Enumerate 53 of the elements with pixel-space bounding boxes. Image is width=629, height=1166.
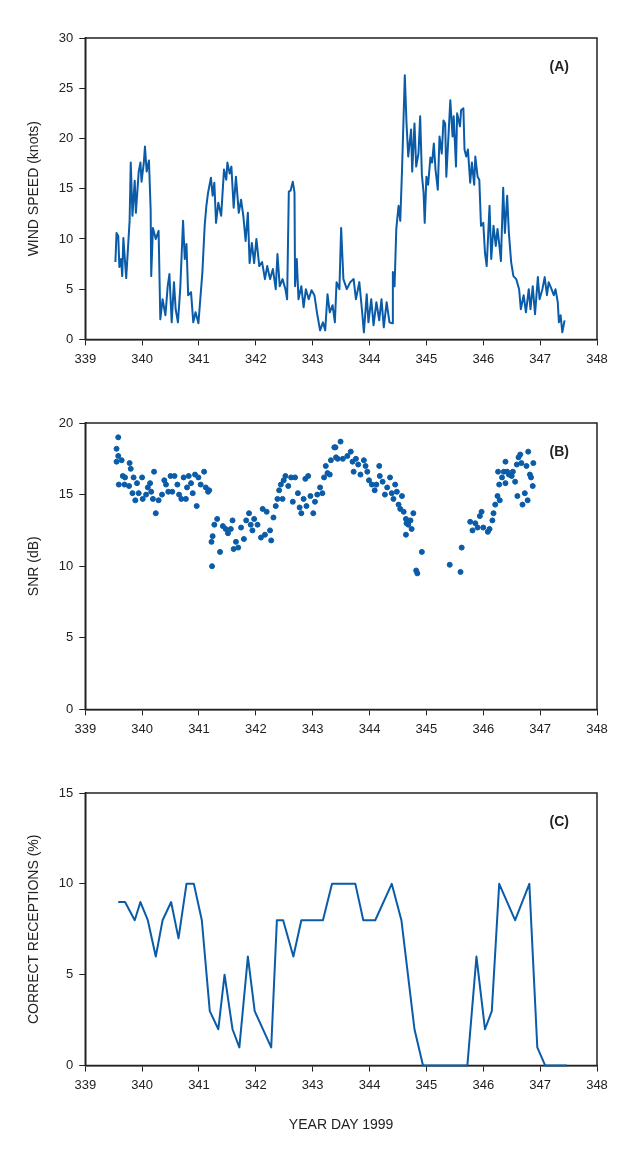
- y-tick-label: 5: [66, 629, 74, 645]
- y-tick-label: 0: [66, 700, 74, 716]
- x-tick-label: 343: [301, 720, 324, 736]
- x-tick-label: 340: [131, 720, 153, 736]
- x-tick-label: 347: [529, 720, 551, 736]
- x-tick-label: 342: [244, 350, 267, 366]
- x-tick-label: 344: [358, 350, 381, 366]
- x-tick-label: 339: [74, 720, 97, 736]
- y-tick-label: 5: [66, 280, 74, 296]
- y-tick-label: 15: [58, 486, 74, 502]
- annotation: (C): [549, 812, 569, 829]
- y-tick-label: 0: [66, 330, 74, 346]
- y-axis-title: SNR (dB): [25, 536, 42, 597]
- y-tick-label: 30: [58, 29, 74, 45]
- x-tick-label: 340: [131, 350, 153, 366]
- x-tick-label: 347: [529, 350, 551, 366]
- x-tick-label: 339: [74, 1076, 97, 1092]
- y-tick-label: 10: [58, 557, 74, 573]
- x-tick-label: 346: [472, 1076, 495, 1092]
- y-tick-label: 15: [58, 784, 74, 800]
- y-axis-title: CORRECT RECEPTIONS (%): [25, 834, 42, 1025]
- x-tick-label: 341: [188, 720, 210, 736]
- x-tick-label: 340: [131, 1076, 153, 1092]
- x-axis-title: YEAR DAY 1999: [288, 1116, 394, 1133]
- x-tick-label: 342: [244, 720, 267, 736]
- y-axis-title: WIND SPEED (knots): [25, 121, 42, 257]
- x-tick-label: 343: [301, 1076, 324, 1092]
- x-tick-label: 348: [586, 720, 608, 736]
- annotation: (B): [549, 442, 569, 459]
- x-tick-label: 344: [358, 1076, 381, 1092]
- y-tick-label: 10: [58, 875, 74, 891]
- y-tick-label: 10: [58, 230, 74, 246]
- y-tick-label: 15: [58, 180, 74, 196]
- x-tick-label: 339: [74, 350, 97, 366]
- y-tick-label: 20: [58, 130, 74, 146]
- annotation: (A): [549, 57, 569, 74]
- x-tick-label: 341: [188, 1076, 210, 1092]
- x-tick-label: 346: [472, 350, 495, 366]
- x-tick-label: 341: [188, 350, 210, 366]
- x-tick-label: 342: [244, 1076, 267, 1092]
- y-tick-label: 0: [66, 1057, 74, 1073]
- x-tick-label: 345: [415, 350, 438, 366]
- y-tick-label: 20: [58, 414, 74, 430]
- y-tick-label: 25: [58, 79, 74, 95]
- x-tick-label: 344: [358, 720, 381, 736]
- x-tick-label: 347: [529, 1076, 551, 1092]
- x-tick-label: 348: [586, 1076, 608, 1092]
- x-tick-label: 345: [415, 1076, 438, 1092]
- x-tick-label: 343: [301, 350, 324, 366]
- x-tick-label: 346: [472, 720, 495, 736]
- x-tick-label: 345: [415, 720, 438, 736]
- x-tick-label: 348: [586, 350, 608, 366]
- y-tick-label: 5: [66, 966, 74, 982]
